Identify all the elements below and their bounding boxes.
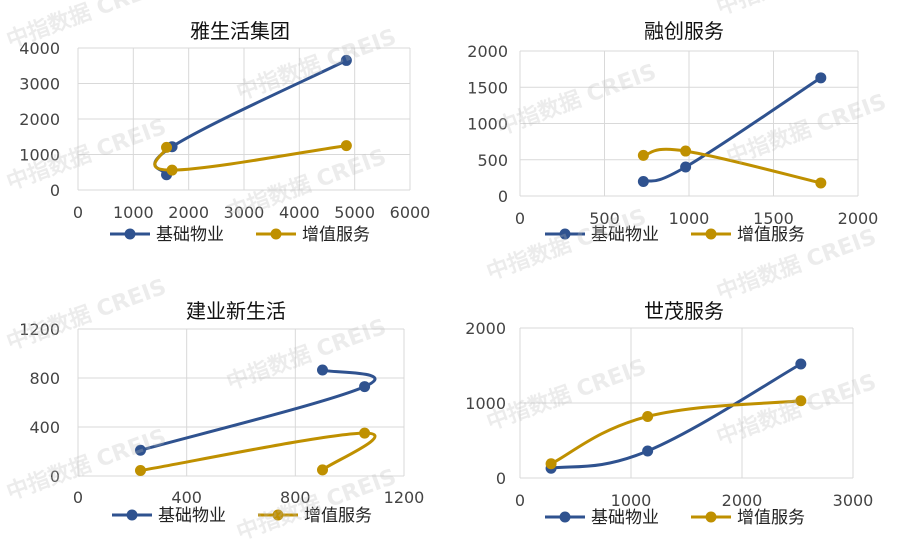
y-tick-label: 2000: [467, 42, 508, 61]
y-tick-label: 0: [50, 467, 60, 486]
x-tick-label: 2000: [722, 491, 763, 510]
watermark-text: 中指数据 CREIS: [3, 0, 170, 54]
watermark-text: 中指数据 CREIS: [3, 424, 170, 506]
data-point: [359, 381, 371, 393]
x-tick-label: 3000: [833, 491, 874, 510]
data-point: [815, 72, 827, 84]
watermark-text: 中指数据 CREIS: [713, 0, 880, 21]
legend-label: 基础物业: [591, 225, 659, 245]
x-tick-label: 1200: [384, 488, 425, 507]
y-tick-label: 0: [498, 187, 508, 206]
series-line-base: [549, 362, 803, 470]
x-tick-label: 6000: [390, 203, 431, 222]
data-point: [680, 145, 692, 157]
data-point: [680, 161, 692, 173]
chart-panel: 雅生活集团 0 1000 2000 3000 4000 0 1000 2000 3000 4000 5…: [19, 19, 430, 245]
series-line-value-added: [139, 431, 377, 472]
x-tick-label: 1000: [611, 491, 652, 510]
data-point: [545, 458, 557, 470]
y-tick-label: 2000: [465, 319, 506, 338]
legend-label: 增值服务: [737, 508, 805, 528]
y-tick-label: 2000: [19, 110, 60, 129]
chart-title: 融创服务: [644, 19, 724, 43]
chart-title: 雅生活集团: [190, 19, 290, 43]
data-point: [359, 427, 371, 439]
data-point: [340, 54, 352, 66]
x-tick-label: 1000: [113, 203, 154, 222]
chart-panel: 融创服务 0 500 1000 1500 2000 0 500 1000 1500 2000 基础物业…: [467, 19, 878, 245]
y-tick-label: 0: [496, 469, 506, 488]
data-point: [795, 358, 807, 370]
y-tick-label: 1000: [467, 115, 508, 134]
series-line-value-added: [153, 144, 348, 172]
legend-label: 基础物业: [591, 508, 659, 528]
chart-title: 建业新生活: [186, 299, 286, 323]
x-tick-label: 800: [280, 488, 311, 507]
y-tick-label: 800: [29, 369, 60, 388]
data-point: [815, 177, 827, 189]
watermark-text: 中指数据 CREIS: [723, 89, 890, 171]
data-point: [134, 464, 146, 476]
x-tick-label: 500: [589, 209, 620, 228]
y-tick-label: 1200: [19, 320, 60, 339]
legend-marker: [126, 509, 138, 521]
y-tick-label: 0: [50, 181, 60, 200]
x-tick-label: 1000: [669, 209, 710, 228]
y-tick-label: 500: [477, 151, 508, 170]
legend-label: 增值服务: [737, 225, 805, 245]
legend-marker: [124, 228, 136, 240]
data-point: [134, 444, 146, 456]
watermark-text: 中指数据 CREIS: [713, 369, 880, 451]
series-line-base: [641, 76, 823, 183]
legend-label: 基础物业: [156, 225, 224, 245]
watermark-text: 中指数据 CREIS: [3, 274, 170, 356]
data-point: [637, 176, 649, 187]
x-tick-label: 0: [515, 491, 525, 510]
x-tick-label: 0: [515, 209, 525, 228]
x-tick-label: 0: [73, 203, 83, 222]
y-tick-label: 3000: [19, 75, 60, 94]
legend-marker: [272, 509, 284, 521]
data-point: [166, 164, 178, 176]
chart-panel: 建业新生活 0 400 800 1200 0 400 800 1200 基础物业 增值服务: [19, 299, 424, 526]
legend-marker: [705, 228, 717, 240]
y-tick-label: 4000: [19, 39, 60, 58]
x-tick-label: 1500: [753, 209, 794, 228]
x-tick-label: 2000: [168, 203, 209, 222]
watermark-layer: 中指数据 CREIS 中指数据 CREIS 中指数据 CREIS 中指数据 CREIS…: [3, 0, 890, 546]
x-tick-label: 3000: [224, 203, 265, 222]
data-point: [340, 140, 352, 152]
x-tick-label: 0: [73, 488, 83, 507]
y-tick-label: 1000: [19, 146, 60, 165]
data-point: [642, 411, 654, 422]
chart-panel: 世茂服务 0 1000 2000 0 1000 2000 3000 基础物业 增值服务: [465, 299, 873, 528]
x-tick-label: 400: [171, 488, 202, 507]
data-point: [795, 395, 807, 407]
y-tick-label: 1500: [467, 78, 508, 97]
legend-marker: [559, 511, 571, 523]
legend-marker: [705, 511, 717, 523]
watermark-text: 中指数据 CREIS: [493, 59, 660, 141]
data-point: [642, 445, 654, 457]
chart-title: 世茂服务: [644, 299, 724, 323]
legend-label: 增值服务: [304, 506, 372, 526]
x-tick-label: 2000: [838, 209, 879, 228]
x-tick-label: 4000: [279, 203, 320, 222]
data-point: [317, 464, 328, 476]
legend-marker: [559, 228, 571, 240]
legend-label: 基础物业: [158, 506, 226, 526]
data-point: [161, 141, 173, 153]
y-tick-label: 400: [29, 418, 60, 437]
series-line-base: [139, 368, 377, 452]
series-line-value-added: [641, 147, 823, 185]
data-point: [637, 149, 649, 161]
legend-label: 增值服务: [302, 225, 370, 245]
legend-marker: [270, 228, 282, 240]
data-point: [317, 364, 328, 376]
y-tick-label: 1000: [465, 394, 506, 413]
x-tick-label: 5000: [334, 203, 375, 222]
